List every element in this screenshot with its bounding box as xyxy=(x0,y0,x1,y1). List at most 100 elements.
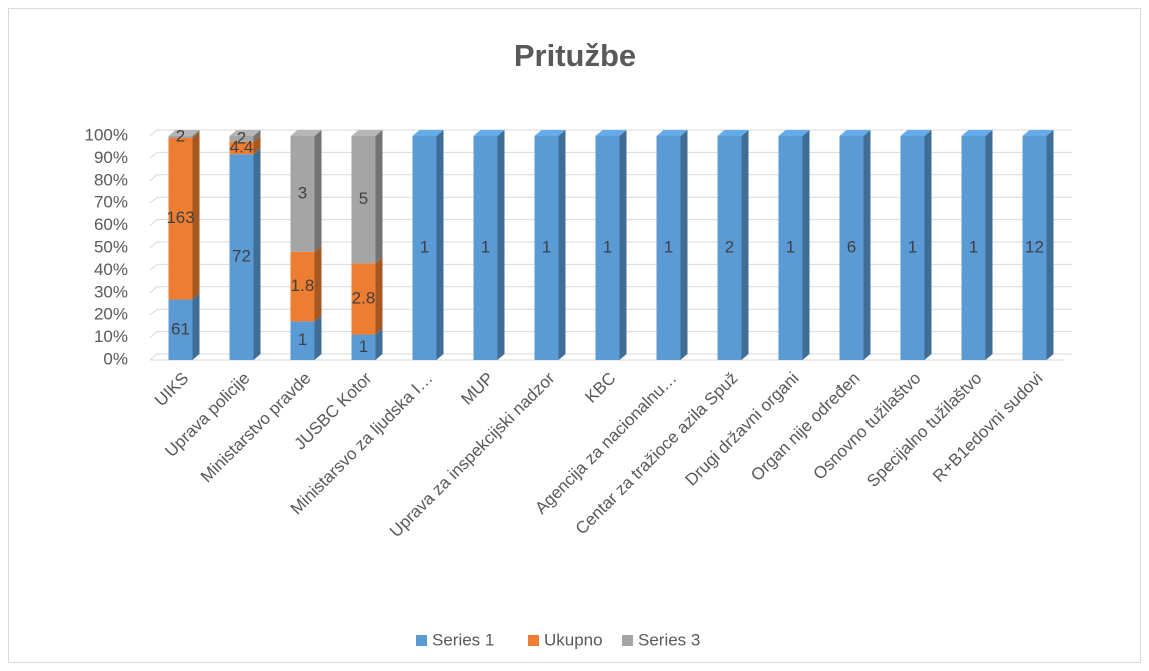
data-label: 3 xyxy=(298,183,307,202)
bar-segment xyxy=(290,245,322,322)
bar-segment xyxy=(351,130,383,264)
data-label: 2 xyxy=(176,126,185,145)
bar-segment xyxy=(290,315,322,360)
bar-segment xyxy=(229,148,261,360)
y-tick-label: 0% xyxy=(103,349,128,368)
bar-top xyxy=(168,130,200,136)
bar-side xyxy=(558,130,566,360)
bar-segment xyxy=(534,130,566,360)
bar-front xyxy=(290,136,315,252)
bar-front xyxy=(168,137,193,300)
bar-segment xyxy=(656,130,688,360)
data-label: 5 xyxy=(359,189,368,208)
bar-side xyxy=(497,130,505,360)
data-label: 12 xyxy=(1025,237,1044,256)
grid-line xyxy=(149,129,1072,137)
bar-side xyxy=(802,130,810,360)
bar-front xyxy=(473,136,498,360)
bar-segment xyxy=(229,135,261,155)
bar-front xyxy=(168,299,193,360)
bar-top xyxy=(900,130,932,136)
bar-segment xyxy=(168,131,200,300)
bar-front xyxy=(961,136,986,360)
grid-line xyxy=(149,263,1072,271)
bar-segment xyxy=(1022,130,1054,360)
bar-top xyxy=(290,130,322,136)
bar-side xyxy=(314,130,322,252)
y-tick-label: 90% xyxy=(94,148,128,167)
bar-side xyxy=(1046,130,1054,360)
bar-top xyxy=(839,130,871,136)
bar-side xyxy=(253,130,261,142)
bar-side xyxy=(985,130,993,360)
data-label: 1 xyxy=(359,337,368,356)
data-label: 2 xyxy=(725,237,734,256)
legend-swatch xyxy=(622,635,633,646)
chart-title: Pritužbe xyxy=(514,38,636,73)
bar-segment xyxy=(168,130,200,138)
bar-front xyxy=(656,136,681,360)
data-label: 1 xyxy=(664,237,673,256)
data-label: 6 xyxy=(847,237,856,256)
y-tick-label: 100% xyxy=(85,125,128,144)
bar-side xyxy=(192,293,200,360)
bar-side xyxy=(253,135,261,155)
bar-front xyxy=(290,321,315,360)
grid-line xyxy=(149,219,1072,226)
legend-label: Series 3 xyxy=(638,630,700,649)
bar-segment xyxy=(229,130,261,142)
bar-top xyxy=(778,130,810,136)
bar-front xyxy=(229,141,254,155)
bar-front xyxy=(900,136,925,360)
bar-segment xyxy=(351,328,383,360)
data-label: 1 xyxy=(908,237,917,256)
bar-segment xyxy=(595,130,627,360)
y-tick-label: 50% xyxy=(94,237,128,256)
y-tick-label: 20% xyxy=(94,305,128,324)
data-label: 1 xyxy=(969,237,978,256)
bar-top xyxy=(534,130,566,136)
bar-top xyxy=(595,130,627,136)
legend-label: Ukupno xyxy=(544,630,603,649)
bar-front xyxy=(717,136,742,360)
bar-front xyxy=(534,136,559,360)
legend-swatch xyxy=(416,635,427,646)
bar-side xyxy=(741,130,749,360)
data-label: 1 xyxy=(786,237,795,256)
bar-front xyxy=(778,136,803,360)
data-label: 1 xyxy=(542,237,551,256)
y-tick-label: 80% xyxy=(94,170,128,189)
bar-side xyxy=(619,130,627,360)
bar-front xyxy=(1022,136,1047,360)
bar-top xyxy=(656,130,688,136)
bar-segment xyxy=(412,130,444,360)
bar-segment xyxy=(351,257,383,335)
bar-segment xyxy=(473,130,505,360)
bar-side xyxy=(375,130,383,264)
bar-segment xyxy=(900,130,932,360)
bar-front xyxy=(839,136,864,360)
bar-top xyxy=(412,130,444,136)
bar-side xyxy=(863,130,871,360)
bar-front xyxy=(229,136,254,142)
grid-line xyxy=(149,196,1072,204)
bar-side xyxy=(924,130,932,360)
bar-front xyxy=(290,251,315,322)
grid-line xyxy=(149,286,1072,294)
data-label: 1 xyxy=(481,237,490,256)
grid-line xyxy=(149,331,1072,338)
data-label: 61 xyxy=(171,319,190,338)
legend-label: Series 1 xyxy=(432,630,494,649)
data-label: 1.8 xyxy=(291,276,315,295)
grid-line xyxy=(149,241,1072,249)
legend-swatch xyxy=(528,635,539,646)
bar-segment xyxy=(778,130,810,360)
data-label: 1 xyxy=(420,237,429,256)
bar-segment xyxy=(290,130,322,252)
bar-side xyxy=(314,245,322,322)
bar-side xyxy=(253,148,261,360)
data-label: 1 xyxy=(603,237,612,256)
y-tick-label: 60% xyxy=(94,215,128,234)
